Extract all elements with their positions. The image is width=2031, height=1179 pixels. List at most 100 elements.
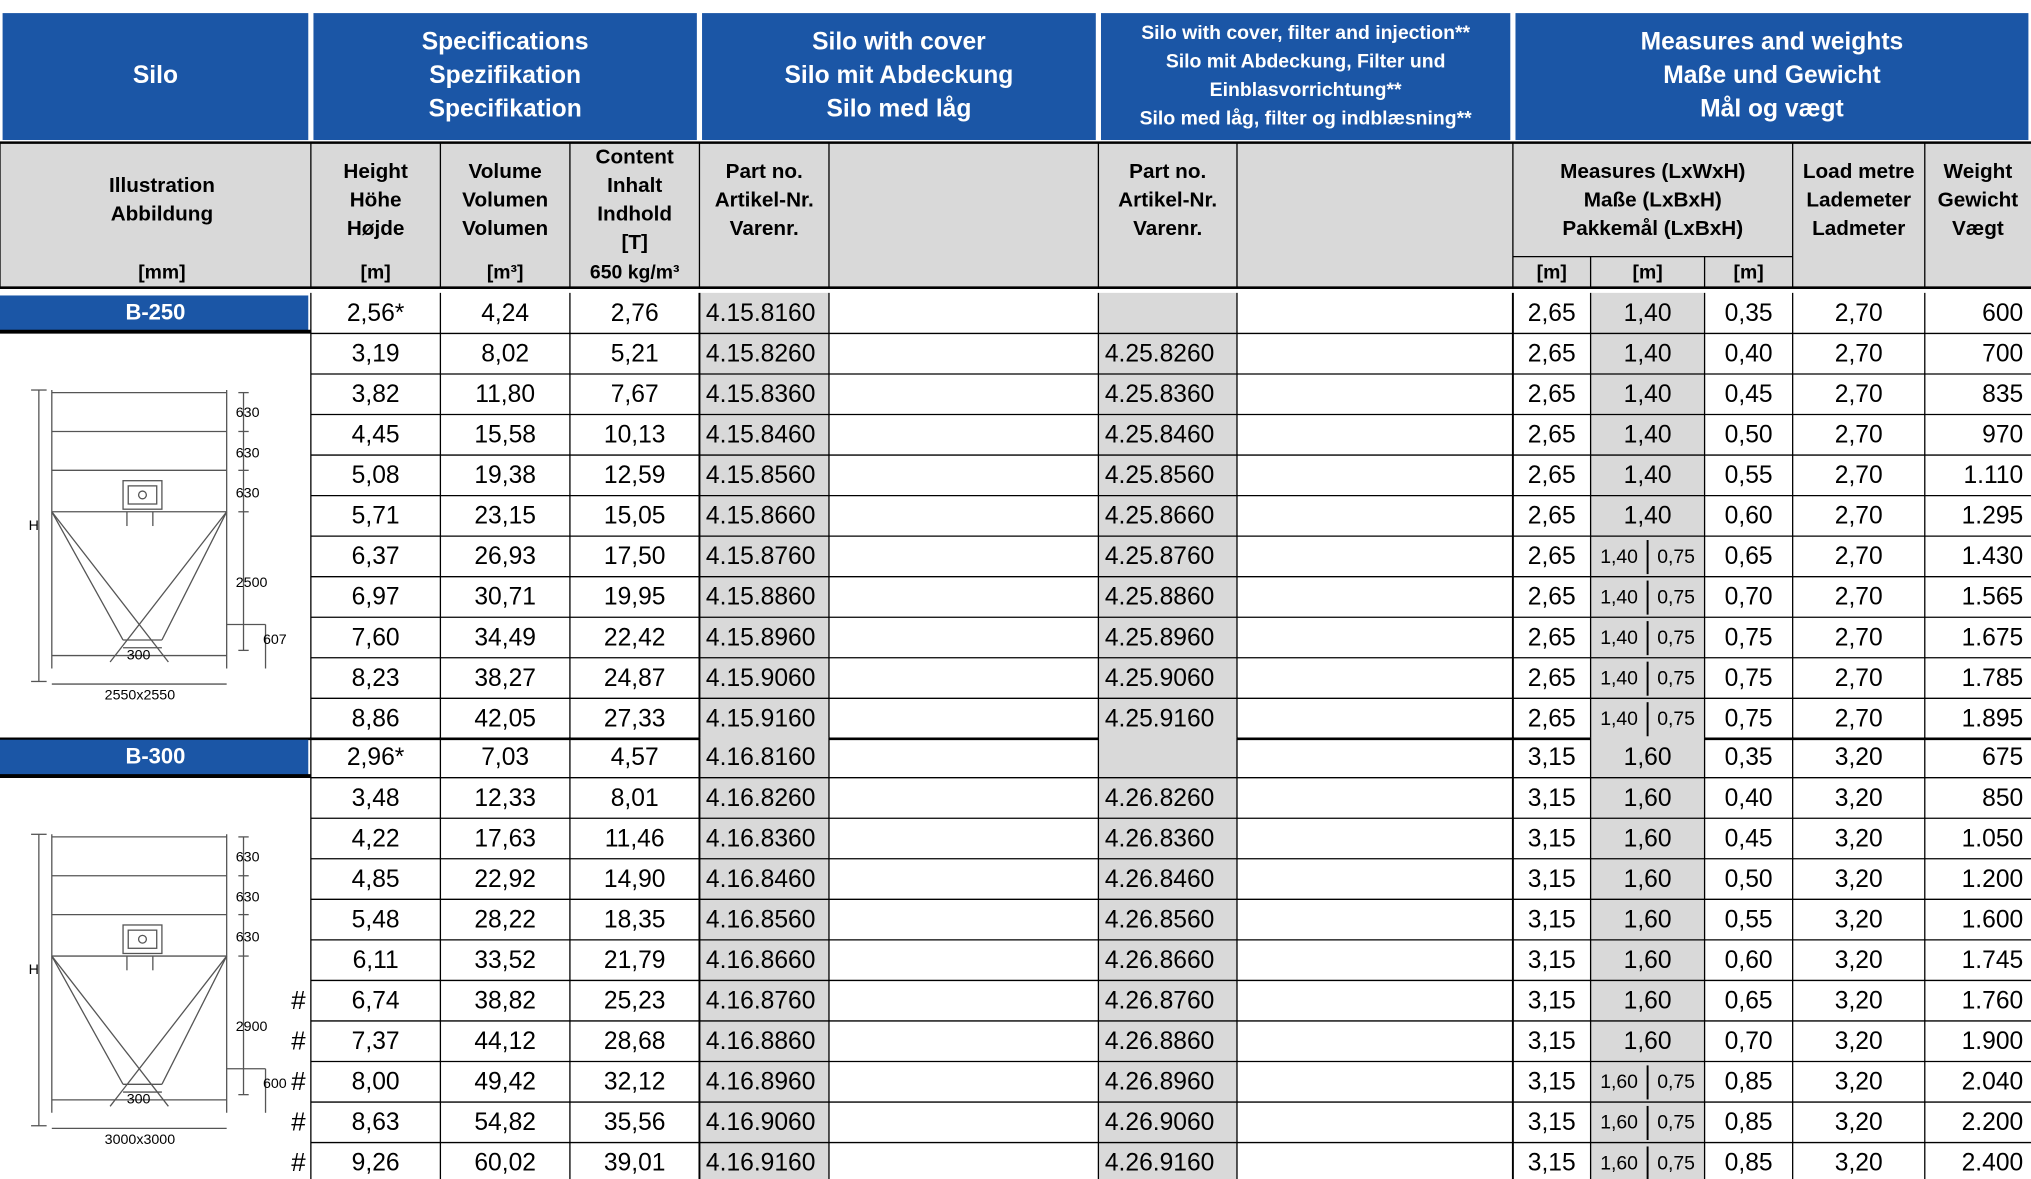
header-text: Silo with cover xyxy=(812,28,986,55)
cell-text: 27,33 xyxy=(604,705,666,732)
cell-text: 0,75 xyxy=(1725,665,1773,692)
cell-text: 39,01 xyxy=(604,1150,666,1177)
drawing-line xyxy=(109,955,228,1107)
cell-text: 7,60 xyxy=(352,624,400,651)
drawing-label: 600 xyxy=(263,1076,287,1092)
cell-text: 2,70 xyxy=(1835,422,1883,449)
unit-label: [m] xyxy=(1537,262,1567,284)
cell-text: 5,08 xyxy=(352,462,400,489)
cell-text: 4.15.8960 xyxy=(706,624,815,651)
subheader-row xyxy=(0,142,2031,288)
drawing-line xyxy=(51,511,124,641)
cell-text: 4.15.8160 xyxy=(706,300,815,327)
cell-text: 4,45 xyxy=(352,422,400,449)
cell-text: 4.26.8560 xyxy=(1105,906,1214,933)
cell-text: 2,96* xyxy=(347,744,405,771)
cell-text: 4.26.8460 xyxy=(1105,866,1214,893)
cell-text: 2,65 xyxy=(1528,462,1576,489)
subheader-text: Load metre xyxy=(1803,160,1915,183)
drawing-line xyxy=(109,511,228,663)
subheader-text: Volumen xyxy=(462,217,548,240)
subheader-text: Lademeter xyxy=(1806,188,1911,211)
cell-text: 0,60 xyxy=(1725,947,1773,974)
subheader-text: Artikel-Nr. xyxy=(1118,188,1217,211)
header-text: Specifications xyxy=(422,28,589,55)
subheader-text: Varenr. xyxy=(730,217,799,240)
cell-text: 2,65 xyxy=(1528,665,1576,692)
cell-text: 2,70 xyxy=(1835,340,1883,367)
cell-text: 4.16.9160 xyxy=(706,1150,815,1177)
header-text: Maße und Gewicht xyxy=(1663,62,1880,89)
header-cell xyxy=(702,13,1096,141)
cell-text: 11,80 xyxy=(475,381,535,408)
cell-text: 970 xyxy=(1982,422,2023,449)
cell-text: 4.26.8760 xyxy=(1105,987,1214,1014)
cell-text: 4.26.8260 xyxy=(1105,785,1214,812)
cell-text: 21,79 xyxy=(604,947,666,974)
cell-text: 2,65 xyxy=(1528,340,1576,367)
cell-text: 1.110 xyxy=(1963,462,2023,489)
cell-text: 2,70 xyxy=(1835,665,1883,692)
header-cell xyxy=(1100,13,1511,141)
cell-text: 1,60 xyxy=(1624,825,1672,852)
cell-text: 1.200 xyxy=(1962,866,2024,893)
cell-text: 35,56 xyxy=(604,1109,666,1136)
cell-text: 0,85 xyxy=(1725,1109,1773,1136)
cell-text: 25,23 xyxy=(604,987,666,1014)
cell-text: 3,48 xyxy=(352,785,400,812)
cell-text: 17,50 xyxy=(604,543,666,570)
cell-text: 1.745 xyxy=(1962,947,2024,974)
drawing-label: H xyxy=(29,518,39,534)
cell-text: 8,63 xyxy=(352,1109,400,1136)
cell-text: 1,40 xyxy=(1600,586,1638,608)
cell-text: 3,20 xyxy=(1835,1150,1883,1177)
cell-text: 4.25.9160 xyxy=(1105,705,1214,732)
cell-text: 2,70 xyxy=(1835,584,1883,611)
drawing-hatch xyxy=(122,924,163,955)
cell-text: 4,57 xyxy=(611,744,659,771)
cell-text: 4.16.9060 xyxy=(706,1109,815,1136)
cell-text: 600 xyxy=(1982,300,2023,327)
cell-text: 28,68 xyxy=(604,1028,666,1055)
grey-column xyxy=(1098,292,1237,739)
cell-text: 675 xyxy=(1982,744,2023,771)
subheader-text: Højde xyxy=(347,217,405,240)
drawing-line xyxy=(161,955,228,1085)
drawing-label: 630 xyxy=(236,849,260,865)
drawing-label: 2900 xyxy=(236,1019,268,1035)
cell-text: 1,40 xyxy=(1624,381,1672,408)
cell-text: 1,40 xyxy=(1624,422,1672,449)
cell-text: 0,85 xyxy=(1725,1150,1773,1177)
cell-text: 2,65 xyxy=(1528,584,1576,611)
cell-text: 14,90 xyxy=(604,866,666,893)
header-cell xyxy=(1515,13,2029,141)
cell-text: 4.26.8360 xyxy=(1105,825,1214,852)
cell-text: 3,15 xyxy=(1528,825,1576,852)
cell-text: 3,15 xyxy=(1528,744,1576,771)
cell-text: 2,65 xyxy=(1528,381,1576,408)
cell-text: 7,03 xyxy=(481,744,529,771)
cell-text: 4.16.8560 xyxy=(706,906,815,933)
grey-column xyxy=(699,737,829,1179)
cell-text: 5,21 xyxy=(611,340,659,367)
cell-text: 22,42 xyxy=(604,624,666,651)
cell-text: 4.15.9060 xyxy=(706,665,815,692)
drawing-label: 2500 xyxy=(236,575,268,591)
subheader-text: Pakkemål (LxBxH) xyxy=(1562,217,1743,240)
row-mark: # xyxy=(291,1068,306,1096)
drawing-label: 630 xyxy=(236,485,260,501)
cell-text: 8,86 xyxy=(352,705,400,732)
cell-text: 0,70 xyxy=(1725,584,1773,611)
cell-text: 34,49 xyxy=(474,624,536,651)
subheader-text: Content xyxy=(596,146,674,169)
cell-text: 0,75 xyxy=(1657,1112,1695,1134)
cell-text: 3,15 xyxy=(1528,1109,1576,1136)
cell-text: 3,20 xyxy=(1835,785,1883,812)
cell-text: 5,48 xyxy=(352,906,400,933)
drawing-label: 3000x3000 xyxy=(105,1132,176,1148)
cell-text: 0,75 xyxy=(1657,627,1695,649)
cell-text: 0,35 xyxy=(1725,300,1773,327)
cell-text: 15,58 xyxy=(474,422,536,449)
subheader-text: Illustration xyxy=(109,174,215,197)
cell-text: 1.785 xyxy=(1962,665,2024,692)
